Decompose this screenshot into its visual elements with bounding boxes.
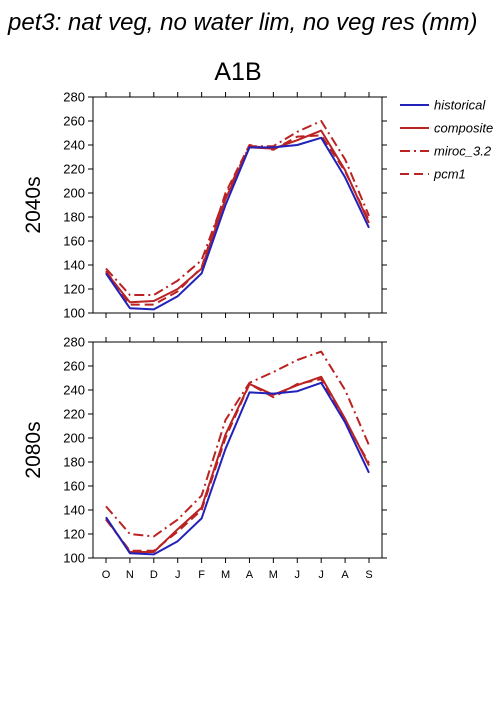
y-tick-label: 180 (63, 210, 85, 225)
legend-label: historical (434, 98, 486, 113)
x-tick-label: A (341, 569, 349, 581)
series-line-historical (105, 136, 370, 311)
x-tick-label: M (221, 569, 230, 581)
y-tick-label: 220 (63, 407, 85, 422)
legend-label: composite (434, 121, 493, 136)
y-tick-label: 240 (63, 383, 85, 398)
y-tick-label: 280 (63, 90, 85, 105)
row-label: 2080s (22, 421, 45, 478)
panel-2080s: 100 120 140 160 180 200 220 240 260 280 2080s O N D J F… (22, 335, 387, 581)
scenario-title: A1B (214, 58, 261, 86)
x-tick-label: J (175, 569, 181, 581)
legend-label: pcm1 (433, 167, 466, 182)
x-tick-label: J (295, 569, 301, 581)
legend-label: miroc_3.2 (434, 144, 492, 159)
series-line-composite (105, 129, 370, 304)
y-tick-label: 280 (63, 335, 85, 350)
y-tick-label: 240 (63, 138, 85, 153)
series-line-miroc-3-2 (105, 120, 370, 296)
y-tick-label: 260 (63, 114, 85, 129)
legend: historical composite miroc_3.2 pcm1 (400, 98, 493, 182)
series-line-composite (105, 375, 370, 553)
x-tick-label: J (318, 569, 324, 581)
y-tick-label: 160 (63, 479, 85, 494)
y-tick-label: 120 (63, 282, 85, 297)
page-title: pet3: nat veg, no water lim, no veg res … (7, 9, 478, 36)
series-line-historical (105, 381, 370, 556)
plot-frame (92, 96, 383, 314)
x-tick-label: S (365, 569, 372, 581)
x-tick-label: N (126, 569, 134, 581)
series-line-pcm1 (105, 134, 370, 306)
y-tick-label: 180 (63, 455, 85, 470)
y-tick-label: 120 (63, 527, 85, 542)
series-line-miroc-3-2 (105, 350, 370, 538)
y-tick-label: 100 (63, 551, 85, 566)
y-tick-label: 200 (63, 431, 85, 446)
plot-frame (92, 341, 383, 559)
y-tick-label: 220 (63, 162, 85, 177)
x-tick-label: A (246, 569, 254, 581)
y-tick-label: 140 (63, 503, 85, 518)
x-tick-label: M (269, 569, 278, 581)
y-tick-label: 200 (63, 186, 85, 201)
y-tick-label: 260 (63, 359, 85, 374)
panel-2040s: 100 120 140 160 180 200 220 240 260 280 2040s (22, 90, 387, 321)
row-label: 2040s (22, 176, 45, 233)
x-tick-label: O (102, 569, 111, 581)
y-tick-label: 160 (63, 234, 85, 249)
series-line-pcm1 (105, 378, 370, 552)
x-tick-label: F (198, 569, 205, 581)
y-tick-label: 140 (63, 258, 85, 273)
x-tick-label: D (150, 569, 158, 581)
y-tick-label: 100 (63, 306, 85, 321)
